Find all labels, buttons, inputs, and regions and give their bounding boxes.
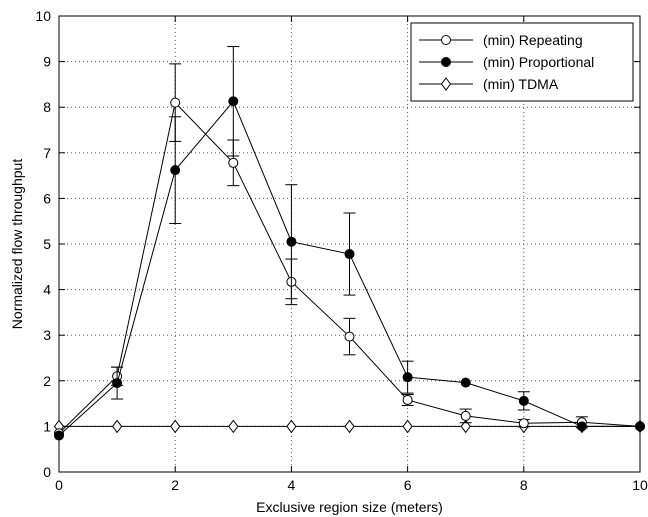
x-tick-label: 6 bbox=[404, 477, 412, 493]
y-tick-label: 8 bbox=[43, 99, 51, 115]
data-point bbox=[54, 430, 64, 441]
data-point bbox=[344, 249, 355, 260]
x-axis-label: Exclusive region size (meters) bbox=[256, 499, 443, 515]
legend-label: (min) Proportional bbox=[483, 54, 594, 70]
x-tick-label: 2 bbox=[171, 477, 179, 493]
y-tick-label: 10 bbox=[35, 8, 51, 24]
data-point bbox=[518, 418, 529, 429]
series-filled-circle bbox=[54, 46, 645, 441]
legend-marker bbox=[441, 35, 451, 45]
data-point bbox=[112, 378, 123, 389]
data-point bbox=[402, 394, 413, 405]
data-point bbox=[460, 419, 471, 434]
series-open-diamond bbox=[53, 419, 646, 434]
x-tick-label: 10 bbox=[632, 477, 648, 493]
data-point bbox=[402, 372, 413, 383]
data-point bbox=[170, 419, 181, 434]
series-layer bbox=[53, 46, 646, 441]
y-tick-label: 0 bbox=[43, 464, 51, 480]
data-point bbox=[635, 421, 645, 432]
data-point bbox=[576, 421, 587, 432]
legend-label: (min) Repeating bbox=[483, 32, 583, 48]
data-point bbox=[170, 165, 181, 176]
legend-marker bbox=[441, 57, 451, 67]
data-point bbox=[460, 377, 471, 388]
legend-item: (min) Proportional bbox=[419, 54, 594, 70]
legend-label: (min) TDMA bbox=[483, 76, 559, 92]
data-point bbox=[228, 419, 239, 434]
y-tick-label: 4 bbox=[43, 282, 51, 298]
x-tick-label: 8 bbox=[520, 477, 528, 493]
y-tick-label: 2 bbox=[43, 373, 51, 389]
data-point bbox=[228, 96, 239, 107]
y-tick-label: 7 bbox=[43, 145, 51, 161]
data-point bbox=[344, 419, 355, 434]
axis-ticks: 0 2 4 6 8 10 0 1 2 3 4 5 6 7 8 9 10 bbox=[35, 8, 648, 493]
data-point bbox=[286, 236, 297, 247]
y-tick-label: 5 bbox=[43, 236, 51, 252]
data-point bbox=[286, 419, 297, 434]
legend-item: (min) TDMA bbox=[419, 76, 559, 92]
y-tick-label: 1 bbox=[43, 418, 51, 434]
data-point bbox=[344, 331, 355, 342]
y-tick-label: 3 bbox=[43, 327, 51, 343]
data-point bbox=[170, 97, 181, 108]
y-tick-label: 6 bbox=[43, 190, 51, 206]
x-tick-label: 0 bbox=[55, 477, 63, 493]
legend: (min) Repeating (min) Proportional (min) T… bbox=[410, 22, 634, 102]
x-tick-label: 4 bbox=[288, 477, 296, 493]
data-point bbox=[111, 419, 123, 434]
legend-item: (min) Repeating bbox=[419, 32, 583, 48]
data-point bbox=[460, 410, 471, 421]
y-axis-label: Normalized flow throughput bbox=[9, 159, 25, 330]
data-point bbox=[228, 157, 239, 168]
y-tick-label: 9 bbox=[43, 54, 51, 70]
legend-marker bbox=[440, 77, 452, 91]
data-point bbox=[402, 419, 413, 434]
data-point bbox=[518, 395, 529, 406]
